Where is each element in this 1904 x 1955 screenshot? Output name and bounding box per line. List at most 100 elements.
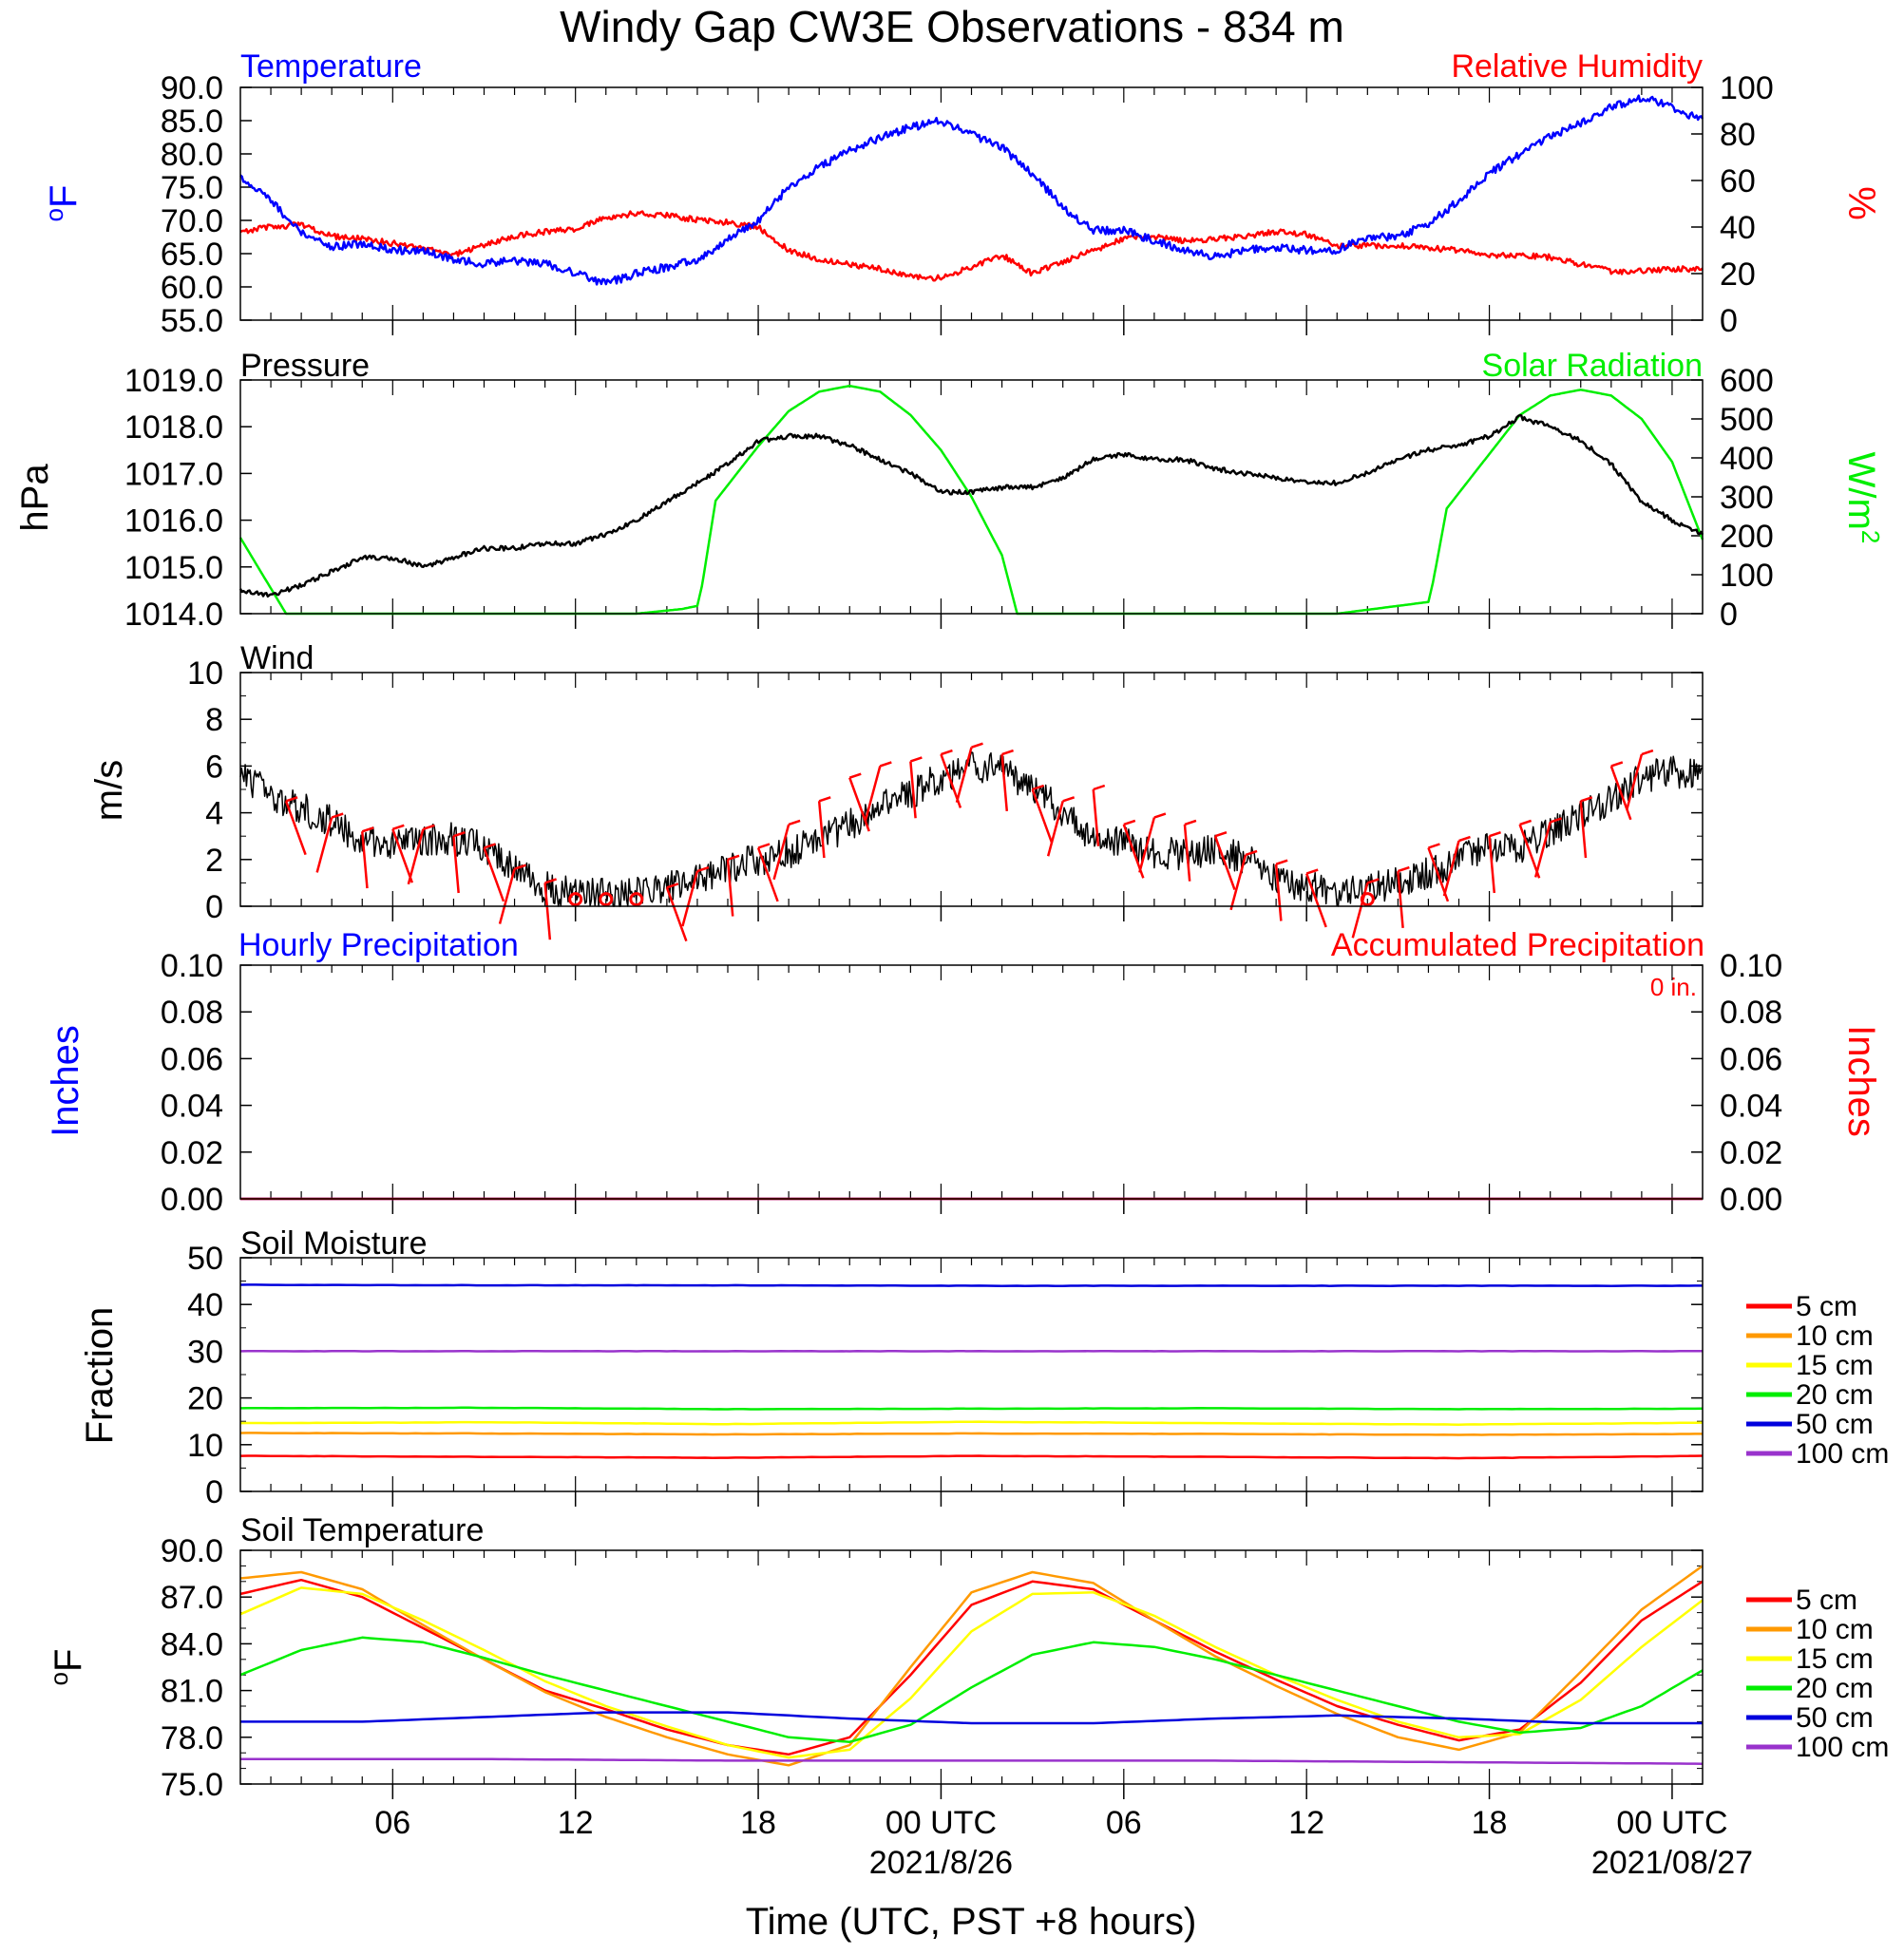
y-right-tick-label: 0 [1720, 597, 1738, 633]
soil-temperature-plot-frame [239, 1549, 1704, 1785]
y-tick-label: 1018.0 [124, 409, 223, 446]
soil-temperature-line [239, 1565, 1704, 1767]
wind-barb [1229, 854, 1247, 911]
figure-title: Windy Gap CW3E Observations - 834 m [560, 2, 1344, 51]
wind-barb-flag [1214, 831, 1228, 838]
wind-barb [681, 870, 699, 927]
wind-barb-flag [1519, 819, 1533, 826]
panel-pressure-solar: Pressure Solar Radiation hPa W/m2 1014.0… [14, 348, 1885, 633]
y-right-tick-label: 20 [1720, 256, 1756, 293]
wind-barb-flag [1366, 878, 1380, 884]
soil-temperature-title: Soil Temperature [240, 1512, 484, 1548]
wind-barb [864, 766, 882, 822]
wind-barb [955, 747, 973, 803]
wind-barb-flag [727, 854, 740, 861]
wind-barb [1626, 753, 1644, 810]
temperature-unit-label: oF [40, 185, 85, 222]
panel-soil-temperature: Soil Temperature oF 75.0 78.0 81.0 84.0 87.0… [45, 1512, 1889, 1881]
x-tick-label: 00 UTC [1616, 1805, 1727, 1841]
x-tick-label: 00 UTC [885, 1805, 997, 1841]
calm-wind-marker [599, 892, 614, 907]
soil-temperature-line [239, 1586, 1704, 1759]
y-right-tick-label: 100 [1720, 70, 1774, 106]
y-right-tick-label: 0.00 [1720, 1182, 1782, 1218]
wind-barb-flag [1641, 749, 1654, 756]
wind-title: Wind [240, 640, 314, 676]
y-tick-label: 78.0 [161, 1720, 223, 1756]
wind-barb [1305, 873, 1327, 928]
x-tick-label: 06 [1106, 1805, 1142, 1841]
y-tick-label: 20 [187, 1381, 223, 1417]
wind-barb [483, 847, 505, 902]
soil-temperature-line [240, 1757, 1704, 1765]
y-right-tick-label: 0.06 [1720, 1041, 1782, 1077]
legend-label: 20 cm [1796, 1673, 1874, 1704]
wind-barb [543, 883, 552, 940]
y-tick-label: 0.02 [161, 1135, 223, 1171]
y-tick-label: 0 [205, 1474, 223, 1510]
y-tick-label: 1016.0 [124, 503, 223, 540]
wind-speed-line [239, 751, 1704, 907]
temperature-line [239, 94, 1704, 286]
wind-barb-flag [1123, 819, 1136, 826]
wind-barb-flag [514, 864, 526, 870]
y-right-tick-label: 40 [1720, 210, 1756, 246]
y-tick-label: 90.0 [161, 70, 223, 106]
y-right-tick-label: 300 [1720, 480, 1774, 516]
soil-moisture-line [239, 1406, 1704, 1411]
wind-barb [407, 828, 425, 885]
wind-barb [391, 828, 414, 883]
y-tick-label: 60.0 [161, 270, 223, 306]
y-tick-label: 80.0 [161, 137, 223, 173]
y-tick-label: 0.06 [161, 1041, 223, 1077]
wind-barb-flag [1305, 868, 1319, 875]
panel-temperature-humidity: Temperature Relative Humidity oF % 55.06… [40, 48, 1882, 339]
y-tick-label: 4 [205, 796, 223, 832]
y-tick-label: 85.0 [161, 104, 223, 140]
y-right-tick-label: 0.10 [1720, 948, 1782, 984]
svg-text:W/m2: W/m2 [1840, 452, 1885, 544]
soil-moisture-title: Soil Moisture [240, 1225, 428, 1262]
temperature-plot-frame [239, 86, 1704, 321]
wind-barb [817, 801, 826, 859]
solar-radiation-line [238, 384, 1704, 616]
y-tick-label: 30 [187, 1334, 223, 1370]
legend-label: 100 cm [1796, 1732, 1889, 1763]
soil-temperature-unit-label: oF [45, 1649, 89, 1686]
x-tick-label: 12 [1288, 1805, 1324, 1841]
wind-barb-flag [361, 826, 374, 833]
panel-wind: Wind m/s 0 2 4 6 8 10 [88, 640, 1704, 942]
wind-barb-flag [285, 796, 298, 803]
y-tick-label: 6 [205, 749, 223, 785]
wind-barb-flag [544, 878, 558, 884]
y-tick-label: 40 [187, 1287, 223, 1323]
wind-barb-flag [1062, 796, 1076, 803]
legend-label: 50 cm [1796, 1409, 1874, 1440]
y-tick-label: 65.0 [161, 237, 223, 273]
y-right-tick-label: 200 [1720, 519, 1774, 555]
y-right-tick-label: 0 [1720, 303, 1738, 339]
wind-barb [1609, 765, 1632, 821]
temperature-title: Temperature [240, 48, 422, 85]
soil-moisture-line [239, 1283, 1703, 1287]
wind-barb-flag [971, 742, 983, 749]
solar-title: Solar Radiation [1482, 348, 1703, 384]
legend-label: 5 cm [1796, 1585, 1857, 1616]
y-tick-label: 0.04 [161, 1089, 223, 1125]
y-tick-label: 10 [187, 1428, 223, 1464]
legend-label: 15 cm [1796, 1643, 1874, 1675]
y-tick-label: 1019.0 [124, 363, 223, 399]
wind-barb-flag [1245, 849, 1258, 857]
wind-barb [361, 831, 369, 889]
wind-barb [1183, 824, 1191, 882]
wind-barb-flag [848, 772, 862, 779]
wind-barb [1397, 870, 1404, 928]
wind-barb-flag [1458, 835, 1471, 843]
solar-unit-label: W/m2 [1840, 452, 1885, 544]
wind-barb [1274, 864, 1283, 921]
x-tick-label: 12 [558, 1805, 594, 1841]
wind-unit-label: m/s [88, 760, 130, 821]
soil-moisture-line [239, 1432, 1703, 1436]
